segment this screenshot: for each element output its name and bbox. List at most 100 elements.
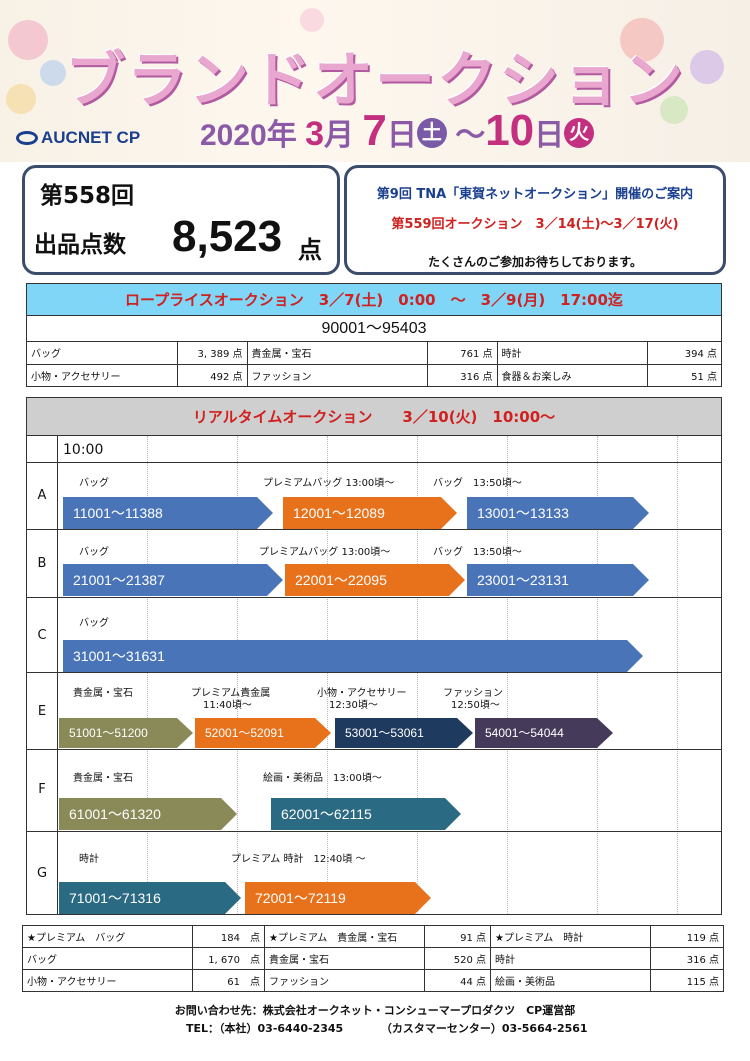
contact-info: お問い合わせ先：株式会社オークネット・コンシューマープロダクツ CP運営部 bbox=[174, 1004, 576, 1017]
start-time: 10:00 bbox=[63, 442, 104, 458]
category-count: 316 点 bbox=[650, 947, 724, 970]
category-name: ★プレミアム 貴金属・宝石 bbox=[264, 925, 425, 948]
section-title: バッグ 13:50頃～ bbox=[433, 478, 522, 489]
category-name: ★プレミアム バッグ bbox=[22, 925, 193, 948]
realtime-heading: リアルタイムオークション 3／10(火) 10:00～ bbox=[27, 398, 721, 436]
lot-range-arrow: 11001～11388 bbox=[63, 497, 273, 529]
section-title: プレミアムバッグ 13:00頃～ bbox=[263, 478, 395, 489]
item-count: 8,523 bbox=[172, 212, 283, 261]
lot-range-arrow: 53001～53061 bbox=[335, 718, 473, 748]
category-count: 184 点 bbox=[192, 925, 265, 948]
lot-range-arrow: 62001～62115 bbox=[271, 798, 461, 830]
table-row: 小物・アクセサリー 492 点 ファッション 316 点 食器＆お楽しみ 51 … bbox=[27, 364, 721, 386]
section-title: プレミアム 時計 12:40頃 ～ bbox=[231, 854, 366, 865]
lot-range-arrow: 72001～72119 bbox=[245, 882, 431, 914]
section-title: プレミアムバッグ 13:00頃～ bbox=[259, 547, 391, 558]
table-row: バッグ 3, 389 点 貴金属・宝石 761 点 時計 394 点 bbox=[27, 342, 721, 365]
flower-decoration bbox=[660, 96, 688, 124]
notice-next-auction: 第559回オークション 3／14(土)～3／17(火) bbox=[391, 217, 679, 232]
lot-range-arrow: 51001～51200 bbox=[59, 718, 193, 748]
auction-date: 2020年 3月 7日土 ～10日火 bbox=[200, 106, 595, 156]
lot-range-arrow: 22001～22095 bbox=[285, 564, 465, 596]
category-name: バッグ bbox=[27, 342, 178, 365]
category-name: 小物・アクセサリー bbox=[27, 364, 178, 386]
row-label-e: E bbox=[37, 704, 47, 719]
realtime-section: リアルタイムオークション 3／10(火) 10:00～ 10:00 A バッグ … bbox=[26, 397, 722, 915]
category-name: バッグ bbox=[22, 947, 193, 970]
aucnet-mark-icon bbox=[16, 131, 38, 145]
table-row: 小物・アクセサリー 61 点 ファッション 44 点 絵画・美術品 115 点 bbox=[22, 969, 724, 992]
category-count: 119 点 bbox=[650, 925, 724, 948]
section-title: バッグ bbox=[79, 547, 109, 558]
category-name: ファッション bbox=[247, 364, 428, 386]
notice-invite: たくさんのご参加お待ちしております。 bbox=[427, 255, 643, 269]
lot-range-arrow: 23001～23131 bbox=[467, 564, 649, 596]
section-title: バッグ bbox=[79, 478, 109, 489]
tuesday-badge: 火 bbox=[564, 118, 595, 148]
section-title: ファッション bbox=[443, 688, 503, 699]
category-count: 61 点 bbox=[192, 969, 265, 992]
category-count: 115 点 bbox=[650, 969, 724, 992]
aucnet-logo: AUCNET CP bbox=[16, 128, 140, 148]
category-name: ファッション bbox=[264, 969, 425, 992]
lot-range-arrow: 21001～21387 bbox=[63, 564, 283, 596]
row-label-f: F bbox=[38, 782, 46, 797]
category-name: 時計 bbox=[497, 342, 648, 365]
category-count: 44 点 bbox=[424, 969, 491, 992]
category-name: 時計 bbox=[490, 947, 651, 970]
category-name: 貴金属・宝石 bbox=[247, 342, 428, 365]
category-count: 1, 670 点 bbox=[192, 947, 265, 970]
flower-decoration bbox=[6, 84, 36, 114]
low-price-heading: ロープライスオークション 3／7(土) 0:00 ～ 3／9(月) 17:00迄 bbox=[27, 284, 721, 316]
phone-main: TEL：（本社）03-6440-2345 bbox=[186, 1022, 344, 1035]
notice-tna: 第9回 TNA「東賀ネットオークション」開催のご案内 bbox=[376, 187, 694, 202]
lot-range-arrow: 12001～12089 bbox=[283, 497, 457, 529]
row-label-c: C bbox=[37, 628, 47, 643]
section-title: バッグ 13:50頃～ bbox=[433, 547, 522, 558]
lot-range-arrow: 61001～61320 bbox=[59, 798, 237, 830]
table-row: ★プレミアム バッグ 184 点 ★プレミアム 貴金属・宝石 91 点 ★プレミ… bbox=[22, 925, 724, 948]
table-row: バッグ 1, 670 点 貴金属・宝石 520 点 時計 316 点 bbox=[22, 947, 724, 970]
category-count: 91 点 bbox=[424, 925, 491, 948]
low-price-range: 90001～95403 bbox=[27, 316, 721, 342]
page-title: ブランドオークション bbox=[65, 46, 685, 116]
lot-range-arrow: 52001～52091 bbox=[195, 718, 331, 748]
section-time: 12:50頃～ bbox=[451, 700, 500, 711]
category-count: 394 点 bbox=[647, 342, 721, 365]
category-count: 3, 389 点 bbox=[177, 342, 248, 365]
category-summary-table: ★プレミアム バッグ 184 点 ★プレミアム 貴金属・宝石 91 点 ★プレミ… bbox=[22, 925, 724, 992]
category-name: 絵画・美術品 bbox=[490, 969, 651, 992]
section-title: 絵画・美術品 13:00頃～ bbox=[263, 773, 382, 784]
category-name: 食器＆お楽しみ bbox=[497, 364, 648, 386]
category-count: 520 点 bbox=[424, 947, 491, 970]
contact-phone: TEL：（本社）03-6440-2345 （カスタマーセンター）03-5664-… bbox=[186, 1020, 588, 1036]
flower-decoration bbox=[620, 18, 664, 62]
section-title: 小物・アクセサリー bbox=[317, 688, 407, 699]
auction-round: 第558回 bbox=[40, 183, 135, 209]
category-name: 貴金属・宝石 bbox=[264, 947, 425, 970]
low-price-table: バッグ 3, 389 点 貴金属・宝石 761 点 時計 394 点 小物・アク… bbox=[27, 342, 721, 386]
row-label-b: B bbox=[37, 556, 47, 571]
notice-box bbox=[344, 165, 726, 275]
section-title: 貴金属・宝石 bbox=[73, 688, 133, 699]
saturday-badge: 土 bbox=[416, 118, 447, 148]
category-name: 小物・アクセサリー bbox=[22, 969, 193, 992]
category-name: ★プレミアム 時計 bbox=[490, 925, 651, 948]
section-title: プレミアム貴金属 bbox=[191, 688, 271, 699]
category-count: 761 点 bbox=[427, 342, 498, 365]
flower-decoration bbox=[40, 60, 66, 86]
category-count: 51 点 bbox=[691, 371, 717, 383]
row-label-g: G bbox=[36, 866, 48, 881]
flower-decoration bbox=[690, 50, 724, 84]
summary-box bbox=[22, 165, 340, 275]
section-time: 12:30頃～ bbox=[329, 700, 378, 711]
item-count-label: 出品点数 bbox=[34, 232, 126, 258]
flower-decoration bbox=[300, 8, 324, 32]
section-title: 貴金属・宝石 bbox=[73, 773, 133, 784]
category-count: 316 点 bbox=[427, 364, 498, 386]
flower-decoration bbox=[8, 20, 48, 60]
lot-range-arrow: 54001～54044 bbox=[475, 718, 613, 748]
lot-range-arrow: 71001～71316 bbox=[59, 882, 241, 914]
row-label-a: A bbox=[37, 488, 47, 503]
section-time: 11:40頃～ bbox=[203, 700, 252, 711]
